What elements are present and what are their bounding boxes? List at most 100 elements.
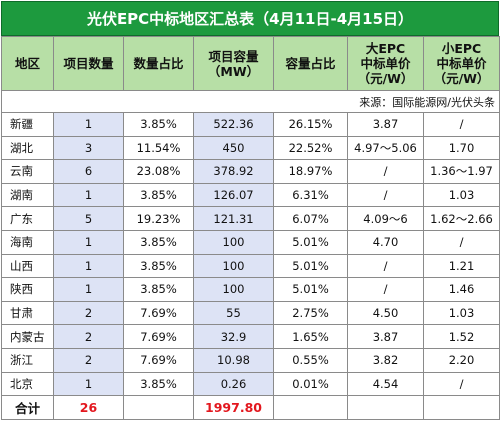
table-cell: 2 [53, 324, 124, 349]
table-cell: 5 [53, 206, 124, 231]
table-cell: 1.62～2.66 [423, 206, 500, 231]
header-text: 大EPC [365, 41, 406, 56]
header-text: 地区 [14, 56, 40, 71]
total-cell: 合计 [1, 395, 54, 421]
table-cell: 1.03 [423, 300, 500, 326]
table-row: 湖北 3 11.54% 450 22.52% 4.97～5.06 1.70 [1, 135, 500, 161]
source-row: 来源：国际能源网/光伏头条 [1, 90, 500, 113]
table-row: 甘肃 2 7.69% 55 2.75% 4.50 1.03 [1, 300, 500, 326]
table-cell: 1 [53, 371, 124, 397]
total-cell [273, 395, 348, 421]
table-cell: 2 [53, 300, 124, 326]
table-cell: 1 [53, 182, 124, 208]
table-cell: / [347, 277, 424, 302]
table-cell: / [347, 253, 424, 279]
table-cell: 4.50 [347, 300, 424, 326]
table-cell: 4.97～5.06 [347, 135, 424, 161]
table-title: 光伏EPC中标地区汇总表（4月11日-4月15日） [1, 1, 499, 36]
table-cell: 522.36 [193, 112, 274, 137]
table-cell: 7.69% [123, 324, 194, 349]
table-cell: 23.08% [123, 159, 194, 184]
summary-table: 地区 项目数量 数量占比 项目容量 （MW） 容量占比 大EPC 中标单价 （元/W） 小EPC 中… [1, 36, 500, 421]
table-cell: 3 [53, 135, 124, 161]
table-cell: 1.52 [423, 324, 500, 349]
table-cell: 4.09～6 [347, 206, 424, 231]
header-text: 容量占比 [285, 56, 336, 71]
table-cell: 2.20 [423, 347, 500, 373]
total-cell [423, 395, 500, 421]
table-cell: 7.69% [123, 347, 194, 373]
header-row: 地区 项目数量 数量占比 项目容量 （MW） 容量占比 大EPC 中标单价 （元/W） 小EPC 中… [1, 36, 500, 91]
table-cell: / [423, 371, 500, 397]
table-cell: 3.87 [347, 324, 424, 349]
table-cell: 4.54 [347, 371, 424, 397]
table-cell: 陕西 [1, 277, 54, 302]
table-cell: 1 [53, 112, 124, 137]
table-cell: 5.01% [273, 277, 348, 302]
header-cell: 项目容量 （MW） [193, 36, 274, 91]
table-cell: 1.65% [273, 324, 348, 349]
table-cell: 5.01% [273, 229, 348, 255]
table-cell: 内蒙古 [1, 324, 54, 349]
total-cell [347, 395, 424, 421]
header-text: 项目容量 [208, 48, 259, 64]
table-row: 云南 6 23.08% 378.92 18.97%/1.36～1.97 [1, 159, 500, 184]
table-cell: 1.03 [423, 182, 500, 208]
table-cell: 海南 [1, 229, 54, 255]
table-cell: 1.21 [423, 253, 500, 279]
table-cell: 6 [53, 159, 124, 184]
table-row: 陕西 1 3.85% 100 5.01%/1.46 [1, 277, 500, 302]
table-cell: 1 [53, 277, 124, 302]
header-cell: 数量占比 [123, 36, 194, 91]
table-cell: 2.75% [273, 300, 348, 326]
table-cell: 3.85% [123, 229, 194, 255]
table-cell: 1 [53, 253, 124, 279]
table-cell: 3.85% [123, 112, 194, 137]
table-cell: 10.98 [193, 347, 274, 373]
table-row: 山西 1 3.85% 100 5.01%/1.21 [1, 253, 500, 279]
table-cell: 100 [193, 253, 274, 279]
table-cell: 新疆 [1, 112, 54, 137]
table-cell: 55 [193, 300, 274, 326]
table-cell: 19.23% [123, 206, 194, 231]
table-cell: 云南 [1, 159, 54, 184]
table-cell: 3.87 [347, 112, 424, 137]
header-cell: 大EPC 中标单价 （元/W） [347, 36, 424, 91]
source-note: 来源：国际能源网/光伏头条 [1, 90, 500, 113]
table-cell: 450 [193, 135, 274, 161]
table-row: 海南 1 3.85% 100 5.01% 4.70/ [1, 229, 500, 255]
table-cell: 浙江 [1, 347, 54, 373]
header-cell: 地区 [1, 36, 54, 91]
table-cell: 121.31 [193, 206, 274, 231]
header-text: （元/W） [357, 71, 414, 86]
table-row: 湖南 1 3.85% 126.07 6.31%/1.03 [1, 182, 500, 208]
table-cell: 378.92 [193, 159, 274, 184]
table-cell: 北京 [1, 371, 54, 397]
table-cell: 5.01% [273, 253, 348, 279]
total-row: 合计 26 1997.80 [1, 395, 500, 421]
table-cell: 3.82 [347, 347, 424, 373]
table-cell: 1 [53, 229, 124, 255]
header-cell: 项目数量 [53, 36, 124, 91]
table-cell: 3.85% [123, 277, 194, 302]
table-cell: 广东 [1, 206, 54, 231]
table-cell: / [347, 182, 424, 208]
table-cell: 32.9 [193, 324, 274, 349]
table-cell: 7.69% [123, 300, 194, 326]
table-cell: 100 [193, 229, 274, 255]
header-text: 中标单价 [436, 56, 487, 71]
header-cell: 小EPC 中标单价 （元/W） [423, 36, 500, 91]
table-cell: 甘肃 [1, 300, 54, 326]
table-cell: 3.85% [123, 371, 194, 397]
table-cell: 6.07% [273, 206, 348, 231]
table-cell: 湖北 [1, 135, 54, 161]
table-cell: 湖南 [1, 182, 54, 208]
table-cell: 3.85% [123, 253, 194, 279]
table-cell: / [423, 112, 500, 137]
table-cell: 1.46 [423, 277, 500, 302]
table-cell: 18.97% [273, 159, 348, 184]
table-cell: 0.01% [273, 371, 348, 397]
header-text: （MW） [207, 63, 260, 79]
table-cell: 11.54% [123, 135, 194, 161]
table-cell: 22.52% [273, 135, 348, 161]
